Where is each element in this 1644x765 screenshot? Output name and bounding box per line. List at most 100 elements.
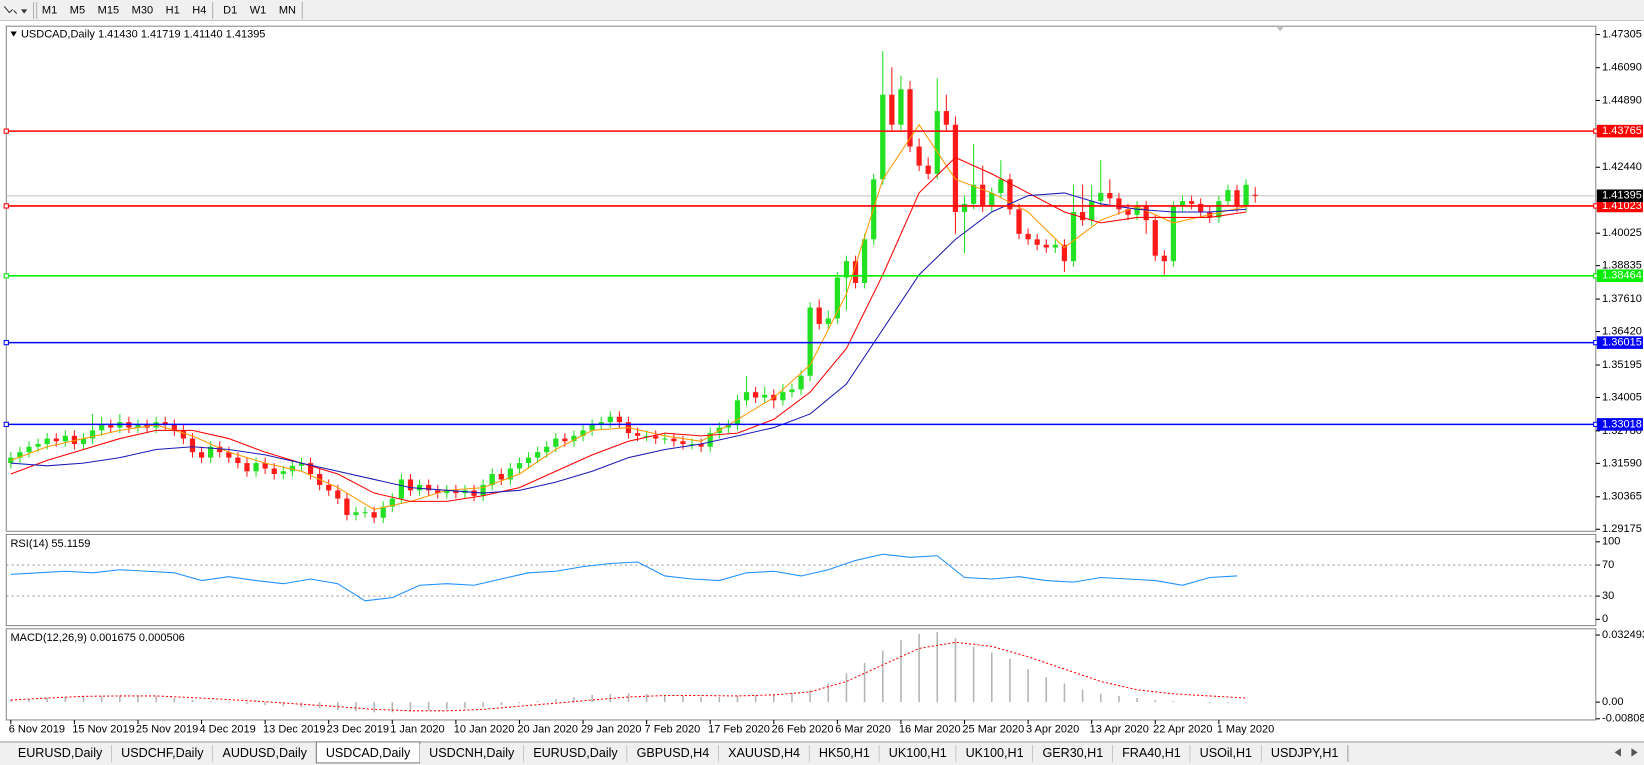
candle-body [961, 203, 968, 213]
candle-body [816, 307, 822, 324]
symbol-tab[interactable] [1190, 744, 1262, 763]
level-handle[interactable] [3, 273, 9, 279]
candle-body [1007, 179, 1013, 210]
y-tick-label: 70 [1602, 559, 1614, 571]
y-tick-label: -0.008086 [1602, 713, 1644, 725]
timeframe-button[interactable]: MN [279, 4, 296, 16]
candle-body [725, 424, 731, 428]
symbol-tab[interactable] [718, 744, 810, 763]
symbol-tab-label[interactable]: EURUSD,Daily [533, 746, 618, 760]
candle-body [662, 438, 668, 440]
level-handle[interactable] [3, 203, 9, 209]
symbol-tab-label[interactable]: HK50,H1 [819, 746, 870, 760]
level-handle[interactable] [3, 421, 9, 428]
candle-body [1061, 244, 1068, 262]
level-handle[interactable] [3, 339, 9, 346]
price-pane [5, 25, 1597, 532]
y-tick-label: 1.37610 [1602, 293, 1642, 305]
candle-body [916, 146, 922, 166]
candle-body [162, 422, 168, 425]
candle-body [244, 463, 250, 472]
symbol-tab-label[interactable]: USDCNH,Daily [429, 746, 515, 760]
timeframe-button[interactable]: M30 [132, 4, 153, 16]
candle-body [280, 471, 286, 475]
pane-plot [6, 553, 1596, 602]
candle-body [1034, 239, 1040, 245]
symbol-tab[interactable] [213, 744, 317, 763]
candle-body [689, 443, 695, 446]
candle-body [1234, 190, 1240, 207]
candle-body [99, 424, 105, 431]
symbol-tab-label[interactable]: GBPUSD,H4 [637, 746, 710, 760]
candle-body [398, 479, 405, 499]
level-price-box [1596, 124, 1643, 138]
candle-body [1043, 244, 1049, 248]
x-tick-label: 29 Jan 2020 [581, 723, 642, 735]
symbol-tab[interactable] [1033, 744, 1113, 763]
candle-body [480, 484, 486, 496]
candle-body [1089, 201, 1095, 221]
candle-body [752, 392, 759, 398]
level-price-label: 1.33018 [1602, 418, 1642, 430]
symbol-tab[interactable] [523, 744, 628, 763]
level-price-box [1596, 418, 1643, 431]
symbol-tab-label[interactable]: XAUUSD,H4 [728, 746, 800, 760]
timeframe-button[interactable]: H4 [192, 4, 206, 16]
symbol-tab-label[interactable]: USDCAD,Daily [326, 746, 411, 760]
candle-body [235, 457, 241, 464]
symbol-tab[interactable] [956, 744, 1034, 763]
candle-body [544, 446, 550, 453]
candle-body [26, 446, 32, 453]
symbol-tab[interactable] [809, 744, 880, 763]
candle-body [525, 457, 532, 464]
candle-body [344, 498, 350, 515]
timeframe-button[interactable]: M5 [70, 4, 85, 16]
y-tick-label: 1.32780 [1602, 425, 1642, 437]
timeframe-button[interactable]: H1 [166, 4, 180, 16]
symbol-tab-label[interactable]: USDCHF,Daily [121, 746, 204, 760]
symbol-tab[interactable] [8, 744, 112, 763]
symbol-tab-label[interactable]: USDJPY,H1 [1271, 746, 1339, 760]
symbol-tab[interactable] [879, 744, 957, 763]
symbol-tab-label[interactable]: UK100,H1 [889, 746, 947, 760]
level-handle[interactable] [3, 128, 9, 134]
candle-body [970, 184, 977, 204]
moving-average [10, 192, 1247, 494]
x-tick-label: 13 Dec 2019 [263, 723, 325, 735]
candle-body [1243, 184, 1249, 207]
symbol-tab-label[interactable]: EURUSD,Daily [18, 746, 103, 760]
candle-body [1225, 190, 1231, 202]
symbol-tab-label[interactable]: UK100,H1 [966, 746, 1024, 760]
timeframe-button[interactable]: M1 [42, 4, 57, 16]
y-tick-label: 1.31590 [1602, 457, 1642, 469]
cursor-icon[interactable] [3, 5, 18, 14]
candle-body [1052, 244, 1058, 248]
symbol-tab[interactable] [111, 744, 214, 763]
x-tick-label: 4 Dec 2019 [199, 723, 255, 735]
y-tick-label: 0.00 [1602, 696, 1623, 708]
candle-body [435, 490, 441, 494]
timeframe-button[interactable]: W1 [250, 4, 267, 16]
pane-menu-icon[interactable] [10, 31, 17, 37]
symbol-tab[interactable] [1112, 744, 1191, 763]
symbol-tab-label[interactable]: FRA40,H1 [1122, 746, 1181, 760]
candle-body [634, 433, 641, 436]
candle-body [789, 389, 795, 393]
pane-plot [6, 51, 1596, 524]
symbol-tab-label[interactable]: GER30,H1 [1042, 746, 1103, 760]
candle-body [253, 463, 259, 472]
symbol-tab[interactable] [419, 744, 524, 763]
timeframe-button[interactable]: D1 [223, 4, 237, 16]
rsi-title: RSI(14) 55.1159 [10, 538, 90, 550]
timeframe-button[interactable]: M15 [98, 4, 119, 16]
x-tick-label: 6 Nov 2019 [9, 723, 65, 735]
symbol-tab[interactable] [1261, 744, 1348, 763]
symbol-tab-label[interactable]: USOil,H1 [1200, 746, 1252, 760]
x-tick-label: 23 Dec 2019 [327, 723, 389, 735]
tab-scroll-right[interactable] [1631, 748, 1638, 757]
tab-scroll-left[interactable] [1614, 748, 1621, 757]
symbol-tab[interactable] [627, 744, 719, 763]
dropdown-icon[interactable] [20, 9, 28, 14]
symbol-tab-label[interactable]: AUDUSD,Daily [222, 746, 307, 760]
